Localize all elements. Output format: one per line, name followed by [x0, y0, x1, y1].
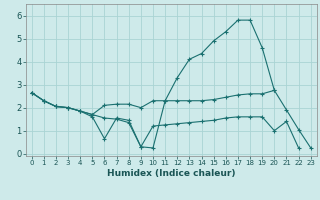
- X-axis label: Humidex (Indice chaleur): Humidex (Indice chaleur): [107, 169, 236, 178]
